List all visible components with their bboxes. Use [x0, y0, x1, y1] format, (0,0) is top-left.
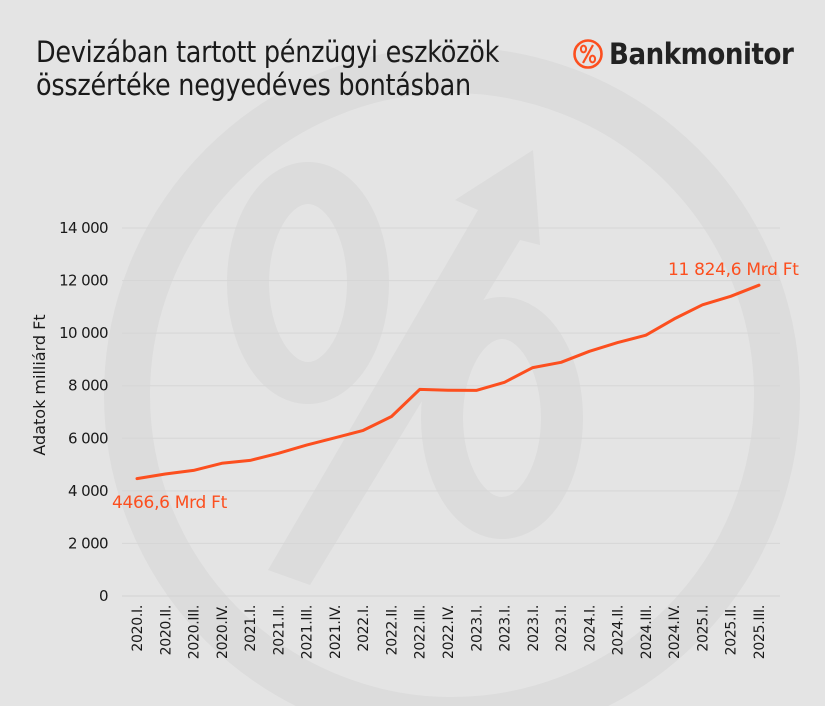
x-tick-label: 2024.III. — [639, 605, 655, 659]
x-tick-label: 2024.IV. — [667, 605, 683, 659]
x-tick-label: 2020.III. — [187, 605, 203, 659]
x-tick-label: 2021.II. — [271, 605, 287, 655]
x-tick-label: 2024.II. — [611, 605, 627, 655]
x-tick-label: 2022.I. — [356, 605, 372, 652]
x-tick-label: 2020.I. — [130, 605, 146, 652]
x-axis-ticks: 2020.I. 2020.II. 2020.III. 2020.IV. 2021.I. 2… — [130, 605, 768, 659]
y-tick-label: 10 000 — [59, 324, 108, 342]
x-tick-label: 2025.I. — [695, 605, 711, 652]
x-tick-label: 2021.IV. — [328, 605, 344, 659]
x-tick-label: 2023.I. — [554, 605, 570, 652]
x-tick-label: 2020.II. — [158, 605, 174, 655]
y-tick-label: 8 000 — [68, 377, 108, 395]
percent-circle-icon — [573, 39, 603, 69]
x-tick-label: 2023.I. — [526, 605, 542, 652]
x-tick-label: 2022.IV. — [441, 605, 457, 659]
x-tick-label: 2023.I. — [469, 605, 485, 652]
x-tick-label: 2025.III. — [752, 605, 768, 659]
y-tick-label: 2 000 — [68, 534, 108, 552]
x-tick-label: 2022.II. — [384, 605, 400, 655]
y-axis-label: Adatok milliárd Ft — [30, 314, 49, 455]
series-line — [135, 283, 761, 481]
x-tick-label: 2022.III. — [413, 605, 429, 659]
brand-name: Bankmonitor — [609, 37, 794, 71]
y-tick-label: 0 — [99, 587, 108, 605]
y-tick-label: 12 000 — [59, 272, 108, 290]
x-tick-label: 2021.III. — [300, 605, 316, 659]
x-tick-label: 2024.I. — [582, 605, 598, 652]
x-tick-label: 2020.IV. — [215, 605, 231, 659]
end-value-label: 11 824,6 Mrd Ft — [668, 260, 799, 280]
brand-logo: Bankmonitor — [572, 37, 814, 71]
chart-title: Devizában tartott pénzügyi eszközök össz… — [36, 36, 499, 102]
chart-title-line2: összértéke negyedéves bontásban — [36, 68, 471, 102]
y-tick-label: 14 000 — [59, 219, 108, 237]
x-tick-label: 2023.I. — [498, 605, 514, 652]
start-value-label: 4466,6 Mrd Ft — [112, 493, 228, 513]
chart-title-line1: Devizában tartott pénzügyi eszközök — [36, 35, 500, 69]
gridlines — [122, 227, 780, 597]
y-axis-ticks: 0 2 000 4 000 6 000 8 000 10 000 12 000 14 000 — [59, 219, 109, 605]
y-tick-label: 6 000 — [68, 429, 108, 447]
x-tick-label: 2021.I. — [243, 605, 259, 652]
y-tick-label: 4 000 — [68, 482, 108, 500]
x-tick-label: 2025.II. — [724, 605, 740, 655]
